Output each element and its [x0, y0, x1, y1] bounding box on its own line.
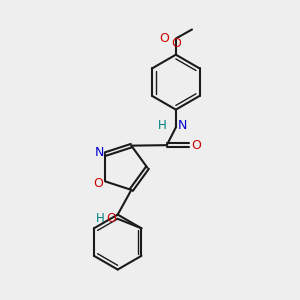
- Text: N: N: [95, 146, 104, 159]
- Text: O: O: [171, 37, 181, 50]
- Text: O: O: [192, 139, 202, 152]
- Text: H: H: [96, 212, 105, 224]
- Text: O: O: [106, 212, 116, 224]
- Text: O: O: [93, 177, 103, 190]
- Text: H: H: [158, 119, 167, 132]
- Text: O: O: [159, 32, 169, 45]
- Text: N: N: [178, 119, 187, 132]
